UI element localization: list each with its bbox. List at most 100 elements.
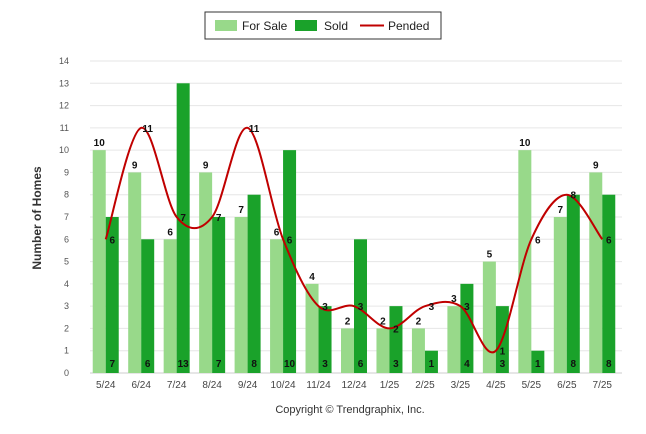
copyright-text: Copyright © Trendgraphix, Inc. [275,404,424,416]
legend-label: For Sale [242,19,288,33]
label-pended: 11 [142,124,153,135]
bar-for-sale [447,306,461,373]
y-tick-label: 7 [64,212,69,222]
y-tick-label: 9 [64,167,69,177]
x-axis: 5/24 6/24 7/24 8/24 9/24 10/24 11/24 12/24 1/25 2… [96,380,612,391]
bar-sold [318,306,332,373]
label-pended: 11 [249,124,260,135]
bar-for-sale [482,261,496,373]
bar-sold [283,150,297,373]
y-axis-title: Number of Homes [30,166,44,270]
y-tick-label: 4 [64,279,69,289]
label-for-sale: 9 [593,160,599,171]
legend-swatch [215,20,237,31]
bar-for-sale [270,239,284,373]
label-sold: 10 [284,359,296,370]
bar-sold [354,239,367,373]
data-labels: 1076961161379777811610643326323221334353… [94,124,612,370]
bar-for-sale [128,172,142,373]
x-tick-label: 6/25 [557,380,577,391]
label-for-sale: 6 [167,227,173,238]
label-for-sale: 10 [94,138,106,149]
y-tick-label: 8 [64,190,69,200]
x-tick-label: 12/24 [341,380,366,391]
label-pended: 8 [571,191,577,202]
label-sold: 3 [322,359,328,370]
bar-sold [424,350,438,373]
x-tick-label: 5/25 [522,380,542,391]
y-tick-label: 2 [64,323,69,333]
legend-label: Sold [324,19,348,33]
label-pended: 2 [393,324,399,335]
label-for-sale: 9 [132,160,138,171]
bar-sold [105,217,119,373]
y-tick-label: 10 [59,145,69,155]
bar-for-sale [92,150,106,373]
label-for-sale: 4 [309,272,315,283]
x-tick-label: 6/24 [131,380,151,391]
bar-sold [460,283,474,373]
x-tick-label: 7/24 [167,380,187,391]
x-tick-label: 11/24 [306,380,331,391]
label-for-sale: 3 [451,294,457,305]
legend-box [204,11,442,40]
x-tick-label: 3/25 [451,380,471,391]
y-tick-label: 11 [60,123,69,133]
label-pended: 6 [535,235,541,246]
bar-sold [531,350,545,373]
x-tick-label: 7/25 [593,380,613,391]
bar-sold [141,239,155,373]
label-sold: 13 [178,359,190,370]
x-tick-label: 8/24 [202,380,222,391]
bar-for-sale [411,328,425,373]
label-pended: 7 [216,213,222,224]
label-for-sale: 2 [416,316,422,327]
bar-sold [602,194,616,373]
label-sold: 3 [500,359,506,370]
label-for-sale: 2 [380,316,386,327]
label-for-sale: 10 [519,138,531,149]
x-tick-label: 1/25 [380,380,400,391]
bar-for-sale [553,217,567,373]
y-tick-label: 12 [59,101,69,111]
label-for-sale: 7 [558,205,564,216]
bar-for-sale [341,328,354,373]
label-sold: 1 [535,359,541,370]
bar-sold [176,83,190,374]
label-sold: 8 [251,359,257,370]
x-tick-label: 5/24 [96,380,116,391]
bar-for-sale [234,217,248,373]
label-sold: 1 [429,359,435,370]
bar-for-sale [376,328,390,373]
label-pended: 3 [358,302,364,313]
bar-for-sale [305,283,319,373]
bar-sold [212,217,226,373]
y-tick-label: 3 [64,301,69,311]
bar-sold [247,194,261,373]
label-sold: 8 [571,359,577,370]
bar-for-sale [589,172,603,373]
pended-line [104,126,604,354]
label-for-sale: 5 [487,250,493,261]
label-pended: 6 [287,235,293,246]
label-sold: 6 [358,359,364,370]
y-tick-label: 1 [64,346,69,356]
bar-for-sale [199,172,213,373]
label-for-sale: 7 [238,205,244,216]
label-for-sale: 9 [203,160,209,171]
label-pended: 6 [606,235,612,246]
label-sold: 6 [145,359,151,370]
legend-label: Pended [388,19,429,33]
y-tick-label: 6 [64,234,69,244]
y-tick-label: 0 [64,368,69,378]
label-sold: 3 [393,359,399,370]
y-tick-label: 14 [59,56,69,66]
label-sold: 8 [606,359,612,370]
bar-sold [566,194,580,373]
label-pended: 6 [109,235,115,246]
label-pended: 3 [464,302,470,313]
x-tick-label: 9/24 [238,380,258,391]
bar-sold [389,306,403,373]
x-tick-label: 4/25 [486,380,506,391]
